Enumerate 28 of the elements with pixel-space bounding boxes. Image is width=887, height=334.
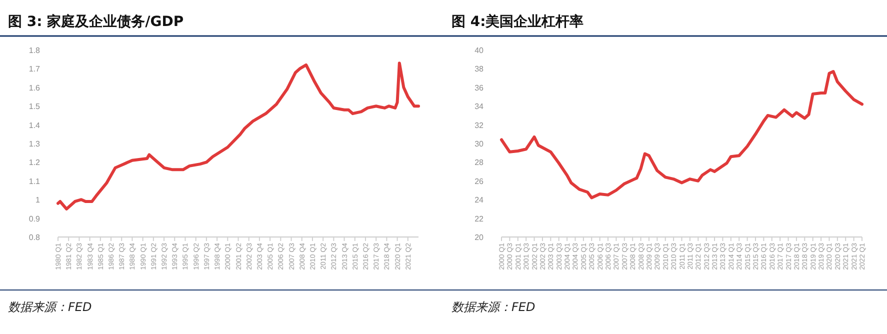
- y-tick-label: 1.3: [28, 140, 41, 148]
- source-note: 数据来源：FED: [8, 300, 92, 314]
- y-tick-label: 0.9: [28, 214, 41, 224]
- y-tick-label: 38: [474, 64, 484, 74]
- y-tick-label: 1.4: [28, 120, 41, 130]
- y-tick-label: 36: [474, 83, 484, 92]
- y-tick-label: 22: [474, 214, 484, 224]
- y-tick-label: 1: [36, 196, 41, 205]
- line-series: [500, 70, 864, 200]
- y-tick-label: 30: [474, 140, 484, 148]
- y-tick-label: 34: [474, 102, 484, 112]
- y-tick-label: 1.5: [28, 102, 41, 112]
- y-tick-label: 1.7: [28, 64, 41, 74]
- y-tick-label: 32: [474, 120, 484, 130]
- y-tick-label: 26: [474, 176, 484, 186]
- y-tick-label: 20: [474, 233, 484, 242]
- y-tick-label: 1.6: [28, 83, 41, 92]
- y-tick-label: 40: [474, 46, 484, 55]
- y-tick-label: 28: [474, 158, 484, 168]
- y-tick-label: 1.1: [28, 176, 41, 186]
- line-series: [56, 62, 420, 210]
- y-tick-label: 1.2: [28, 158, 41, 168]
- chart-title: 图 4:美国企业杠杆率: [452, 13, 584, 30]
- source-note: 数据来源：FED: [452, 300, 536, 314]
- chart-title: 图 3: 家庭及企业债务/GDP: [8, 13, 184, 30]
- y-tick-label: 1.8: [28, 46, 41, 55]
- y-tick-label: 0.8: [28, 233, 41, 242]
- y-tick-label: 24: [474, 196, 484, 205]
